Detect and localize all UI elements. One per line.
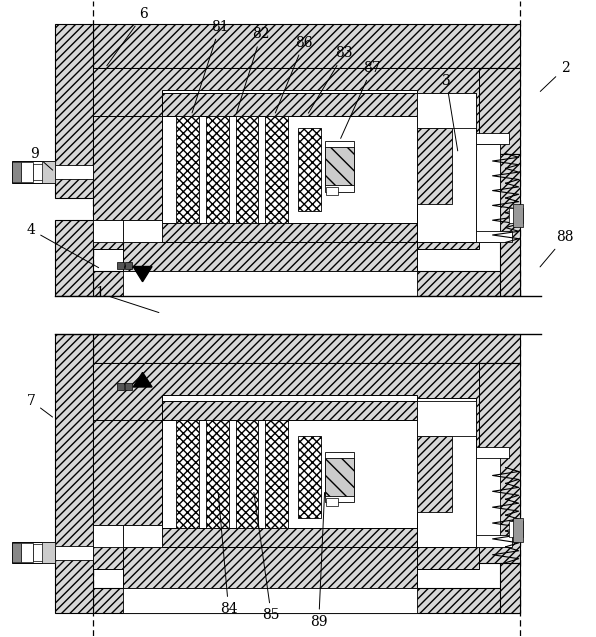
Bar: [94, 68, 479, 248]
Bar: [417, 397, 476, 547]
Bar: [417, 436, 452, 512]
Bar: [55, 545, 94, 559]
Bar: [12, 161, 55, 183]
Bar: [42, 161, 55, 183]
Bar: [499, 562, 520, 613]
Bar: [476, 132, 508, 144]
Text: 88: 88: [540, 231, 574, 267]
Bar: [327, 498, 339, 506]
Bar: [94, 220, 123, 243]
Bar: [125, 262, 132, 269]
Bar: [21, 162, 33, 182]
Bar: [476, 536, 511, 547]
Bar: [94, 334, 520, 363]
Bar: [55, 334, 94, 613]
Text: 3: 3: [442, 74, 458, 151]
Bar: [325, 452, 355, 503]
Bar: [235, 115, 258, 224]
Bar: [162, 394, 417, 547]
Bar: [476, 68, 520, 154]
Bar: [12, 162, 21, 182]
Bar: [123, 588, 417, 613]
Bar: [33, 164, 55, 180]
Bar: [94, 588, 520, 613]
Bar: [417, 94, 476, 243]
Text: 81: 81: [192, 20, 228, 113]
Bar: [94, 525, 123, 547]
Bar: [162, 90, 417, 243]
Bar: [94, 24, 520, 68]
Text: 82: 82: [237, 27, 270, 113]
Bar: [162, 224, 417, 243]
Text: 2: 2: [540, 61, 569, 92]
Bar: [476, 363, 520, 562]
Bar: [265, 420, 288, 528]
Text: 86: 86: [275, 36, 313, 113]
Text: 6: 6: [107, 7, 148, 66]
Bar: [123, 271, 417, 296]
Bar: [265, 115, 288, 224]
Text: 84: 84: [218, 492, 237, 616]
Text: 83: 83: [308, 47, 353, 113]
Bar: [55, 165, 94, 179]
Bar: [476, 448, 499, 547]
Bar: [298, 436, 321, 519]
Bar: [417, 128, 452, 204]
Bar: [55, 24, 94, 198]
Bar: [94, 115, 162, 220]
Bar: [117, 262, 124, 269]
Bar: [123, 220, 162, 243]
Bar: [235, 420, 258, 528]
Text: 9: 9: [30, 147, 52, 170]
Bar: [125, 383, 132, 390]
Polygon shape: [133, 373, 152, 387]
Text: 7: 7: [27, 394, 52, 417]
Text: 89: 89: [310, 492, 328, 629]
Bar: [508, 208, 523, 224]
Bar: [206, 115, 229, 224]
Bar: [325, 458, 355, 496]
Bar: [12, 543, 21, 562]
Bar: [33, 544, 55, 561]
Bar: [508, 522, 523, 537]
Bar: [12, 541, 55, 563]
Bar: [123, 525, 162, 547]
Bar: [417, 94, 476, 128]
Bar: [476, 144, 499, 243]
Bar: [162, 94, 417, 115]
Bar: [42, 541, 55, 563]
Text: 4: 4: [27, 223, 98, 268]
Bar: [21, 543, 33, 562]
Bar: [94, 363, 479, 569]
Bar: [417, 401, 476, 436]
Bar: [206, 420, 229, 528]
Bar: [298, 128, 321, 211]
Bar: [325, 147, 355, 185]
Bar: [55, 220, 94, 296]
Bar: [513, 204, 523, 227]
Bar: [476, 447, 508, 458]
Text: 85: 85: [254, 492, 280, 622]
Bar: [123, 243, 417, 271]
Bar: [176, 420, 199, 528]
Bar: [94, 271, 520, 296]
Text: 87: 87: [341, 61, 381, 138]
Bar: [123, 547, 417, 588]
Text: 1: 1: [95, 286, 159, 313]
Bar: [117, 383, 124, 390]
Bar: [476, 231, 511, 243]
Bar: [327, 187, 339, 195]
Polygon shape: [133, 266, 152, 282]
Bar: [1, 296, 595, 334]
Bar: [325, 141, 355, 192]
Bar: [176, 115, 199, 224]
Bar: [94, 420, 162, 525]
Bar: [162, 528, 417, 547]
Bar: [513, 519, 523, 541]
Bar: [162, 401, 417, 420]
Bar: [499, 154, 520, 296]
